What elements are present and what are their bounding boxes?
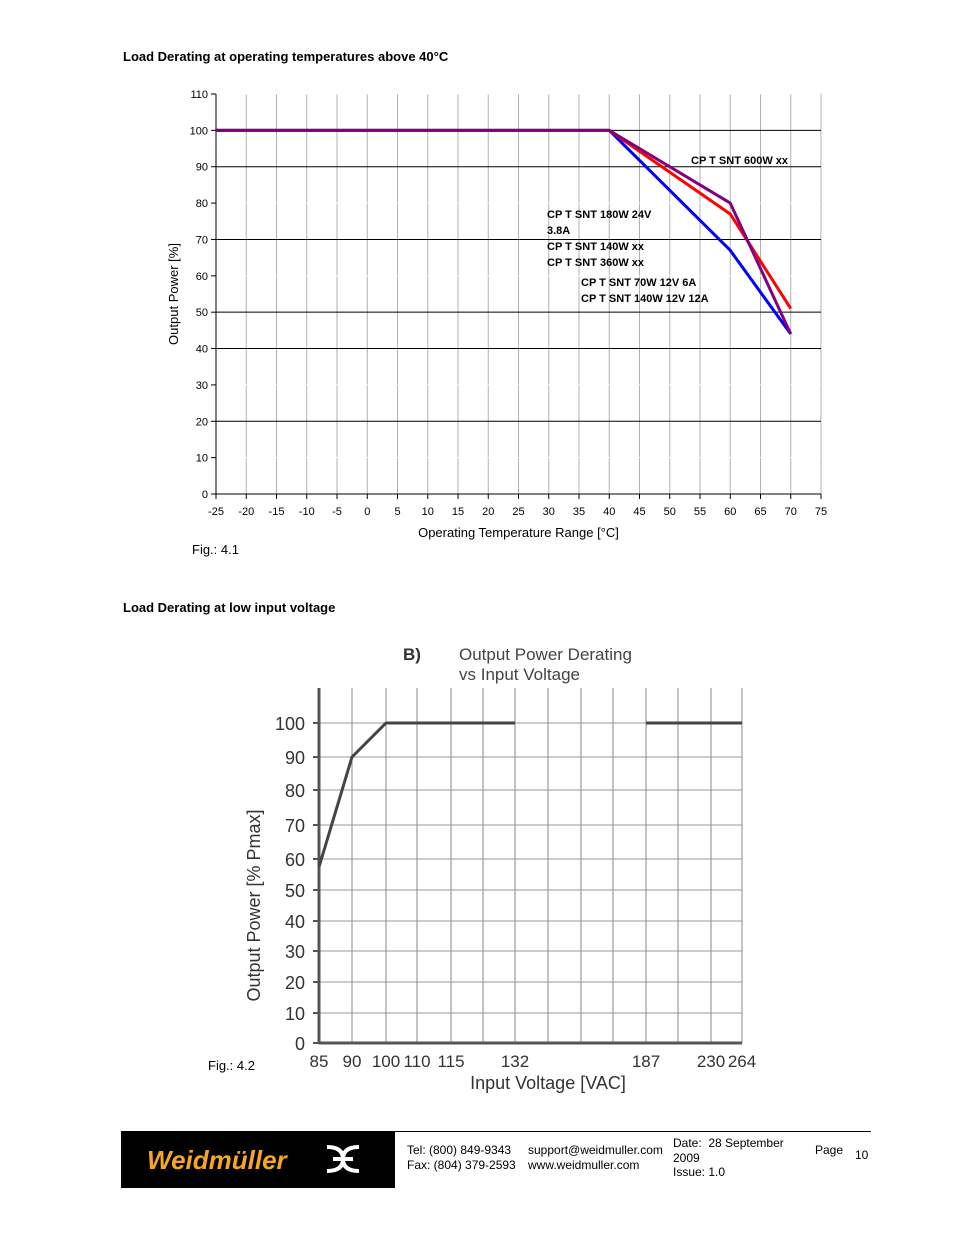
y-tick-label: 20 — [285, 973, 305, 993]
x-tick-label: 20 — [482, 506, 494, 518]
annotation-label: CP T SNT 140W xx — [547, 241, 645, 253]
footer-tel: Tel: (800) 849-9343 — [407, 1143, 512, 1157]
figure-label-4-1: Fig.: 4.1 — [192, 542, 239, 557]
y-tick-label: 90 — [285, 748, 305, 768]
y-tick-label: 20 — [196, 416, 208, 428]
y-tick-label: 50 — [285, 881, 305, 901]
y-tick-label: 100 — [190, 125, 208, 137]
weidmuller-logo: Weidmüller — [121, 1131, 395, 1188]
x-tick-label: -25 — [208, 506, 224, 518]
x-axis-title: Input Voltage [VAC] — [470, 1073, 626, 1093]
footer-page-label: Page — [815, 1143, 844, 1157]
footer-date-value: 28 September — [708, 1136, 784, 1150]
temperature-derating-chart: -25 -20 -15 -10 -5 0 5 10 15 20 25 30 35 40 45 50 55 60 65… — [166, 89, 827, 540]
y-tick-label: 60 — [285, 850, 305, 870]
y-tick-label: 80 — [196, 198, 208, 210]
x-tick-label: 70 — [785, 506, 797, 518]
x-tick-label: 187 — [632, 1052, 660, 1071]
footer-fax: Fax: (804) 379-2593 — [407, 1158, 516, 1172]
y-tick-label: 100 — [275, 714, 305, 734]
footer-date-label: Date: — [673, 1136, 702, 1150]
footer-page-number: 10 — [855, 1148, 869, 1162]
x-tick-label: 264 — [728, 1052, 756, 1071]
derating-line-1 — [317, 721, 515, 868]
footer-website[interactable]: www.weidmuller.com — [528, 1158, 640, 1172]
y-tick-label: 0 — [202, 489, 208, 501]
y-axis-title: Output Power [% Pmax] — [244, 809, 264, 1001]
x-tick-label: -10 — [299, 506, 315, 518]
x-tick-label: -20 — [238, 506, 254, 518]
x-tick-label: 100 — [372, 1052, 400, 1071]
footer-issue: Issue: 1.0 — [673, 1165, 726, 1179]
chart-prefix: B) — [403, 645, 421, 664]
annotation-label: CP T SNT 140W 12V 12A — [581, 293, 709, 305]
y-tick-label: 70 — [285, 816, 305, 836]
y-tick-label: 30 — [196, 380, 208, 392]
annotation-label: CP T SNT 360W xx — [547, 257, 645, 269]
footer-top-rule — [121, 1131, 871, 1132]
section-heading-voltage: Load Derating at low input voltage — [123, 600, 336, 615]
footer-email[interactable]: support@weidmuller.com — [528, 1143, 663, 1157]
x-tick-label: 45 — [633, 506, 645, 518]
y-tick-label: 50 — [196, 307, 208, 319]
x-tick-label: 132 — [501, 1052, 529, 1071]
y-tick-label: 60 — [196, 271, 208, 283]
y-tick-label: 10 — [196, 453, 208, 465]
annotation-label: 3.8A — [547, 225, 570, 237]
annotation-label: CP T SNT 70W 12V 6A — [581, 277, 696, 289]
y-tick-label: 0 — [295, 1034, 305, 1054]
y-tick-label: 40 — [196, 344, 208, 356]
y-tick-label: 110 — [190, 89, 208, 101]
x-tick-label: 25 — [512, 506, 524, 518]
y-tick-label: 80 — [285, 781, 305, 801]
weidmuller-symbol-icon — [326, 1145, 360, 1173]
x-tick-label: -15 — [269, 506, 285, 518]
series-line-3 — [216, 128, 793, 335]
x-tick-label: 85 — [310, 1052, 329, 1071]
annotation-label: CP T SNT 600W xx — [691, 155, 789, 167]
x-tick-label: 55 — [694, 506, 706, 518]
y-tick-label: 10 — [285, 1004, 305, 1024]
x-tick-label: 110 — [403, 1052, 430, 1071]
x-tick-label: 0 — [364, 506, 370, 518]
y-tick-label: 70 — [196, 234, 208, 246]
x-tick-label: 50 — [664, 506, 676, 518]
x-tick-label: 115 — [437, 1052, 464, 1071]
y-axis-title: Output Power [%] — [166, 243, 181, 345]
x-tick-label: 35 — [573, 506, 585, 518]
x-tick-label: 40 — [603, 506, 615, 518]
x-tick-label: 90 — [343, 1052, 362, 1071]
y-tick-label: 40 — [285, 912, 305, 932]
chart-title-line: Output Power Derating — [459, 645, 632, 664]
x-tick-label: 15 — [452, 506, 464, 518]
x-tick-label: 5 — [394, 506, 400, 518]
annotation-label: CP T SNT 180W 24V — [547, 209, 652, 221]
x-tick-label: 60 — [724, 506, 736, 518]
x-tick-label: 75 — [815, 506, 827, 518]
svg-text:Weidmüller: Weidmüller — [147, 1145, 289, 1175]
section-heading-temperature: Load Derating at operating temperatures … — [123, 49, 449, 64]
x-tick-label: -5 — [332, 506, 342, 518]
x-tick-label: 10 — [422, 506, 434, 518]
figure-label-4-2: Fig.: 4.2 — [208, 1058, 255, 1073]
x-tick-label: 65 — [754, 506, 766, 518]
y-tick-label: 90 — [196, 162, 208, 174]
chart-title-line: vs Input Voltage — [459, 665, 580, 684]
y-tick-label: 30 — [285, 942, 305, 962]
x-tick-label: 230 — [697, 1052, 725, 1071]
x-axis-title: Operating Temperature Range [°C] — [418, 525, 619, 540]
x-tick-label: 30 — [543, 506, 555, 518]
footer-date-year: 2009 — [673, 1151, 700, 1165]
